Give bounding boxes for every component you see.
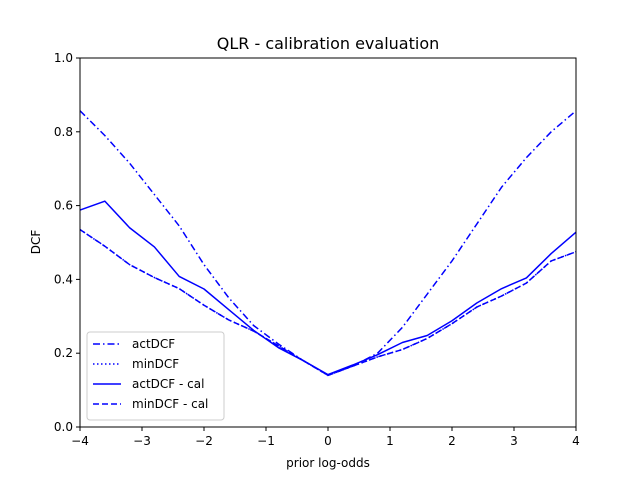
y-tick-label: 0.4 <box>54 272 73 286</box>
x-tick-label: −1 <box>257 434 275 448</box>
x-tick-label: 2 <box>448 434 456 448</box>
legend-box <box>86 331 225 421</box>
x-tick-label: 0 <box>324 434 332 448</box>
chart-title: QLR - calibration evaluation <box>217 34 440 53</box>
y-tick-label: 1.0 <box>54 51 73 65</box>
plot-area <box>79 110 577 377</box>
x-axis-label: prior log-odds <box>286 456 370 470</box>
x-tick-label: 3 <box>510 434 518 448</box>
y-tick-label: 0.6 <box>54 199 73 213</box>
legend: actDCF minDCF actDCF - cal minDCF - cal <box>86 331 225 421</box>
series-line-4 <box>79 228 577 377</box>
legend-label-1: actDCF <box>132 337 175 351</box>
x-tick-label: 4 <box>572 434 580 448</box>
y-tick-label: 0.8 <box>54 125 73 139</box>
y-tick-label: 0.0 <box>54 420 73 434</box>
x-tick-label: −3 <box>133 434 151 448</box>
x-tick-label: 1 <box>386 434 394 448</box>
legend-label-2: minDCF <box>132 357 179 371</box>
x-tick-label: −4 <box>71 434 89 448</box>
y-tick-label: 0.2 <box>54 346 73 360</box>
x-tick-label: −2 <box>195 434 213 448</box>
legend-label-3: actDCF - cal <box>132 377 204 391</box>
legend-label-4: minDCF - cal <box>132 397 208 411</box>
y-axis-label: DCF <box>29 230 43 255</box>
axes: −4 −3 −2 −1 0 1 2 3 4 0.0 0.2 0.4 0.6 0.8 1.0 <box>54 51 580 448</box>
